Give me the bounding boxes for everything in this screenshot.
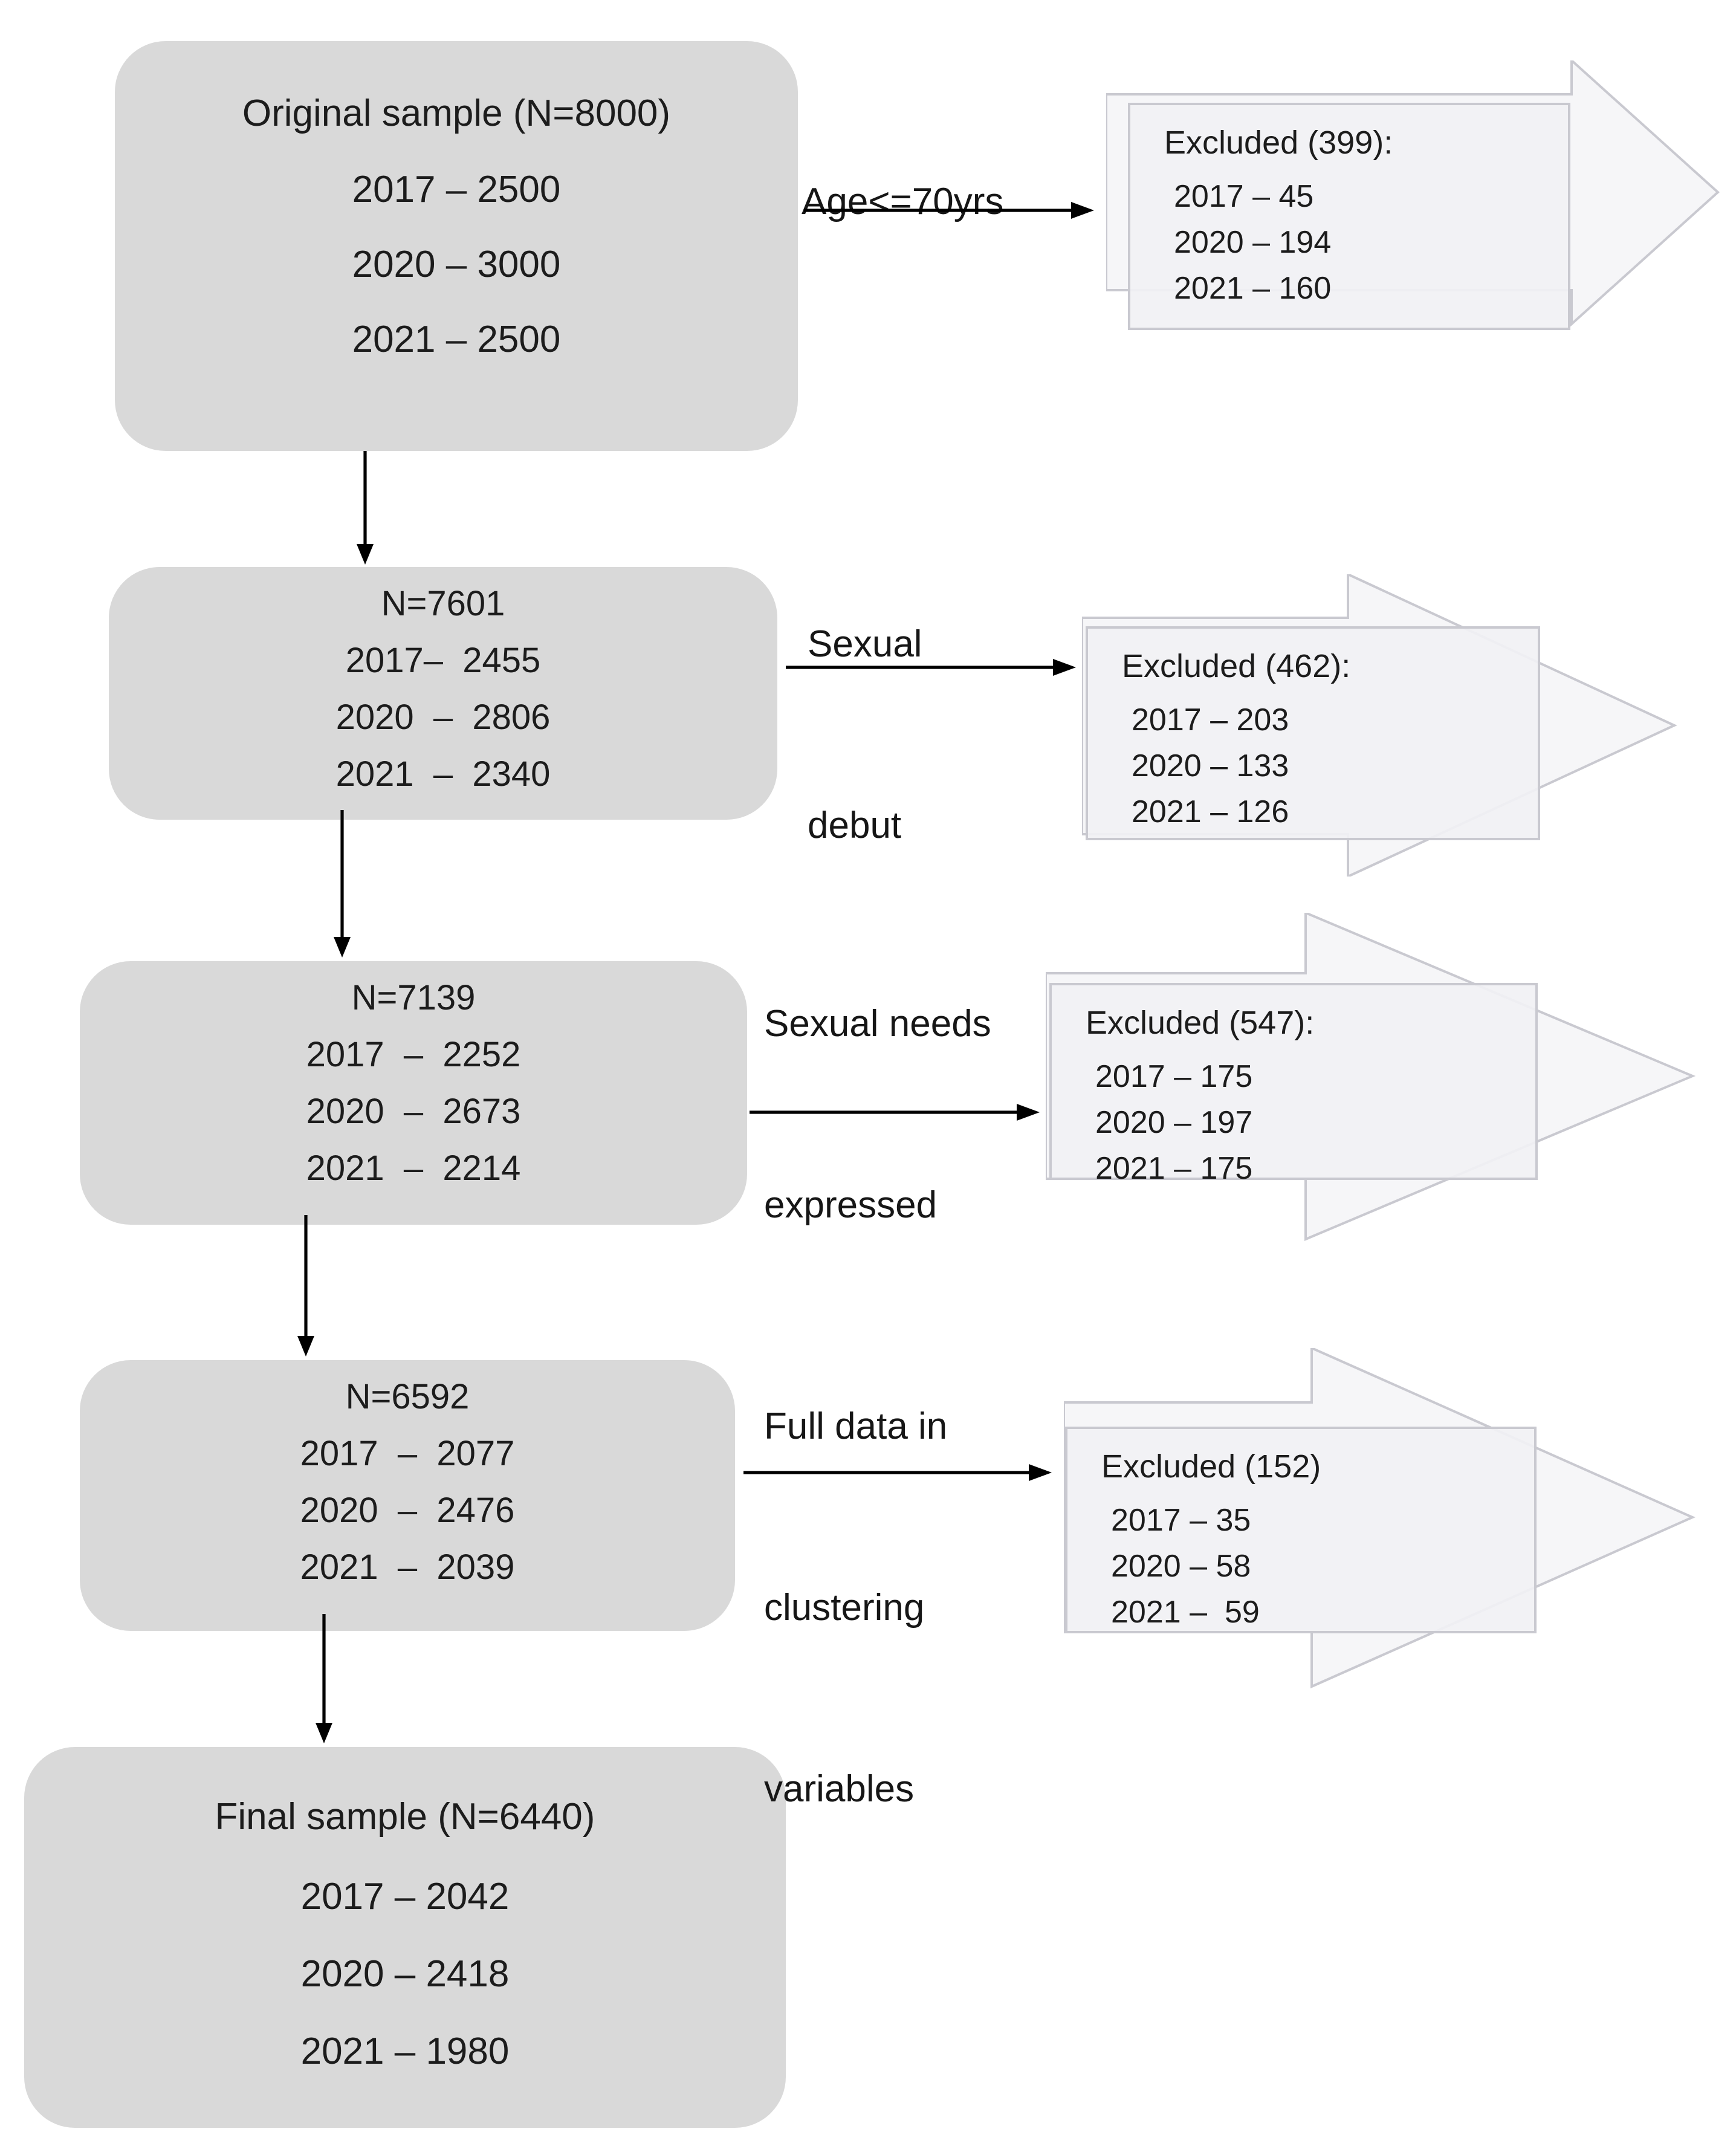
box-line: 2021 – 2500 — [352, 318, 561, 360]
flow-box-n7139: N=7139 2017 – 2252 2020 – 2673 2021 – 22… — [80, 961, 747, 1225]
excluded-title: Excluded (462): — [1122, 648, 1351, 684]
box-line: 2020 – 3000 — [352, 243, 561, 285]
box-title: N=6592 — [345, 1378, 470, 1417]
excluded-line: 2020 – 194 — [1174, 224, 1332, 260]
box-line: 2021 – 2214 — [306, 1150, 521, 1188]
excluded-line: 2021 – 175 — [1095, 1150, 1253, 1186]
excluded-box-3: Excluded (547): 2017 – 175 2020 – 197 20… — [1049, 983, 1538, 1186]
excluded-line: 2017 – 45 — [1174, 178, 1314, 214]
excluded-title: Excluded (547): — [1086, 1005, 1315, 1041]
box-line: 2017 – 2077 — [300, 1435, 515, 1474]
down-arrow-icon — [297, 1215, 314, 1356]
label-line: debut — [808, 804, 902, 846]
box-line: 2017 – 2252 — [306, 1036, 521, 1075]
down-arrow-icon — [316, 1614, 332, 1743]
excluded-title: Excluded (399): — [1164, 125, 1393, 161]
down-arrow-icon — [334, 810, 351, 958]
label-line: Sexual — [808, 623, 922, 665]
box-title: N=7139 — [351, 979, 476, 1018]
excluded-line: 2020 – 197 — [1095, 1104, 1253, 1140]
flow-box-n6592: N=6592 2017 – 2077 2020 – 2476 2021 – 20… — [80, 1360, 735, 1631]
box-line: 2021 – 2340 — [335, 756, 551, 794]
excluded-line: 2021 – 126 — [1132, 793, 1289, 829]
excluded-line: 2017 – 175 — [1095, 1058, 1253, 1094]
criteria-label-sexual-debut: Sexual debut — [808, 493, 922, 977]
right-arrow-icon — [750, 1104, 1040, 1121]
flow-box-n7601: N=7601 2017– 2455 2020 – 2806 2021 – 234… — [109, 567, 777, 820]
flow-box-original-sample: Original sample (N=8000) 2017 – 2500 202… — [115, 41, 798, 451]
down-arrow-icon — [357, 451, 374, 565]
label-line: variables — [764, 1768, 915, 1810]
box-line: 2017 – 2500 — [352, 168, 561, 210]
box-line: 2021 – 1980 — [300, 2030, 510, 2072]
right-arrow-icon — [743, 1464, 1052, 1481]
right-arrow-icon — [804, 202, 1094, 219]
excluded-box-1: Excluded (399): 2017 – 45 2020 – 194 202… — [1128, 103, 1570, 330]
excluded-line: 2017 – 203 — [1132, 701, 1289, 737]
excluded-box-2: Excluded (462): 2017 – 203 2020 – 133 20… — [1086, 626, 1540, 840]
box-title: Original sample (N=8000) — [242, 92, 671, 134]
box-line: 2020 – 2476 — [300, 1492, 515, 1531]
label-line: Sexual needs — [764, 1002, 991, 1045]
box-title: Final sample (N=6440) — [215, 1795, 595, 1838]
excluded-line: 2021 – 160 — [1174, 270, 1332, 306]
label-line: expressed — [764, 1184, 938, 1226]
box-title: N=7601 — [381, 585, 505, 624]
excluded-box-4: Excluded (152) 2017 – 35 2020 – 58 2021 … — [1065, 1427, 1537, 1633]
box-line: 2020 – 2673 — [306, 1093, 521, 1132]
excluded-line: 2021 – 59 — [1111, 1593, 1260, 1630]
flow-box-final-sample: Final sample (N=6440) 2017 – 2042 2020 –… — [24, 1747, 786, 2128]
excluded-line: 2017 – 35 — [1111, 1502, 1251, 1538]
criteria-label-full-data: Full data in clustering variables — [764, 1275, 947, 1940]
box-line: 2017 – 2042 — [300, 1875, 510, 1917]
box-line: 2017– 2455 — [345, 642, 541, 681]
criteria-label-age: Age<=70yrs — [802, 51, 1003, 353]
excluded-title: Excluded (152) — [1101, 1448, 1321, 1485]
criteria-label-sexual-needs: Sexual needs expressed — [764, 873, 991, 1356]
label-line: Age<=70yrs — [802, 180, 1004, 222]
label-line: Full data in — [764, 1405, 948, 1447]
excluded-line: 2020 – 133 — [1132, 747, 1289, 783]
excluded-line: 2020 – 58 — [1111, 1548, 1251, 1584]
right-arrow-icon — [786, 659, 1076, 676]
label-line: clustering — [764, 1586, 925, 1629]
box-line: 2020 – 2418 — [300, 1953, 510, 1995]
box-line: 2021 – 2039 — [300, 1549, 515, 1587]
box-line: 2020 – 2806 — [335, 699, 551, 737]
